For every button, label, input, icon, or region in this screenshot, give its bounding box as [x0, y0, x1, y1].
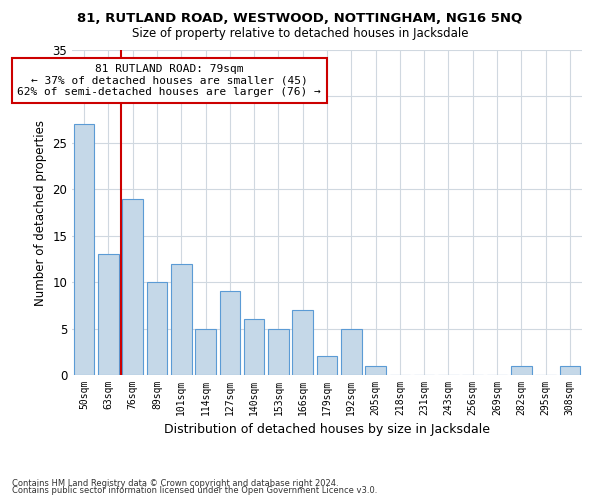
Bar [220, 292, 240, 375]
Bar [365, 366, 386, 375]
Text: 81, RUTLAND ROAD, WESTWOOD, NOTTINGHAM, NG16 5NQ: 81, RUTLAND ROAD, WESTWOOD, NOTTINGHAM, … [77, 12, 523, 26]
Text: Contains HM Land Registry data © Crown copyright and database right 2024.: Contains HM Land Registry data © Crown c… [12, 478, 338, 488]
Bar [341, 328, 362, 375]
Bar [195, 328, 216, 375]
Bar [98, 254, 119, 375]
Bar [171, 264, 191, 375]
Bar [268, 328, 289, 375]
Y-axis label: Number of detached properties: Number of detached properties [34, 120, 47, 306]
Bar [560, 366, 580, 375]
Bar [244, 320, 265, 375]
Bar [292, 310, 313, 375]
Bar [122, 198, 143, 375]
Bar [317, 356, 337, 375]
Text: Size of property relative to detached houses in Jacksdale: Size of property relative to detached ho… [132, 28, 468, 40]
Text: 81 RUTLAND ROAD: 79sqm
← 37% of detached houses are smaller (45)
62% of semi-det: 81 RUTLAND ROAD: 79sqm ← 37% of detached… [17, 64, 321, 97]
Text: Contains public sector information licensed under the Open Government Licence v3: Contains public sector information licen… [12, 486, 377, 495]
X-axis label: Distribution of detached houses by size in Jacksdale: Distribution of detached houses by size … [164, 424, 490, 436]
Bar [74, 124, 94, 375]
Bar [146, 282, 167, 375]
Bar [511, 366, 532, 375]
